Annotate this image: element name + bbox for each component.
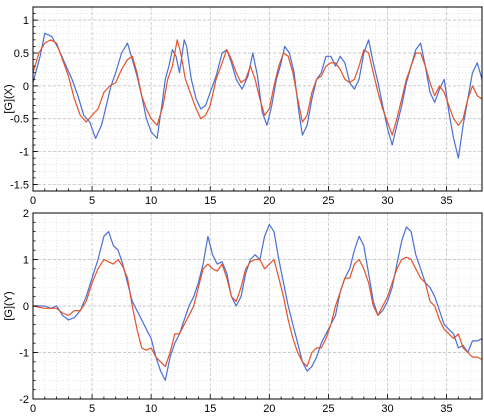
series-line-2 xyxy=(32,39,483,136)
x-tick-label: 20 xyxy=(263,403,275,415)
x-tick-label: 5 xyxy=(89,195,95,207)
plot-1: 0 5 10 15 20 25 30 35 -1.5 -1 -0.5 0 0.5 1 [G](X) xyxy=(3,6,483,207)
y-axis-label: [G](Y) xyxy=(3,291,15,320)
x-tick-label: 35 xyxy=(440,195,452,207)
x-tick-label: 5 xyxy=(89,403,95,415)
y-tick-label: 1 xyxy=(23,15,29,27)
y-tick-label: -1 xyxy=(19,348,29,360)
x-tick-label: 15 xyxy=(204,403,216,415)
x-tick-label: 10 xyxy=(145,403,157,415)
y-tick-label: -1 xyxy=(19,147,29,159)
y-tick-label: 0 xyxy=(23,301,29,313)
x-tick-label: 25 xyxy=(322,403,334,415)
x-tick-label: 30 xyxy=(381,403,393,415)
x-tick-label: 30 xyxy=(381,195,393,207)
x-tick-label: 10 xyxy=(145,195,157,207)
y-tick-label: 1 xyxy=(23,255,29,267)
x-tick-label: 0 xyxy=(30,403,36,415)
series-line-2 xyxy=(32,256,483,367)
x-tick-label: 20 xyxy=(263,195,275,207)
y-tick-label: 0 xyxy=(23,81,29,93)
plot-2: 0 5 10 15 20 25 30 35 -2 -1 0 1 2 [G](Y) xyxy=(3,208,483,415)
y-tick-label: 2 xyxy=(23,208,29,220)
x-tick-label: 15 xyxy=(204,195,216,207)
x-tick-label: 25 xyxy=(322,195,334,207)
y-axis-label: [G](X) xyxy=(3,84,15,113)
y-tick-label: -0.5 xyxy=(10,114,29,126)
x-tick-label: 35 xyxy=(440,403,452,415)
y-tick-label: 0.5 xyxy=(14,48,29,60)
x-tick-label: 0 xyxy=(30,195,36,207)
y-tick-label: -1.5 xyxy=(10,179,29,191)
y-tick-label: -2 xyxy=(19,394,29,406)
